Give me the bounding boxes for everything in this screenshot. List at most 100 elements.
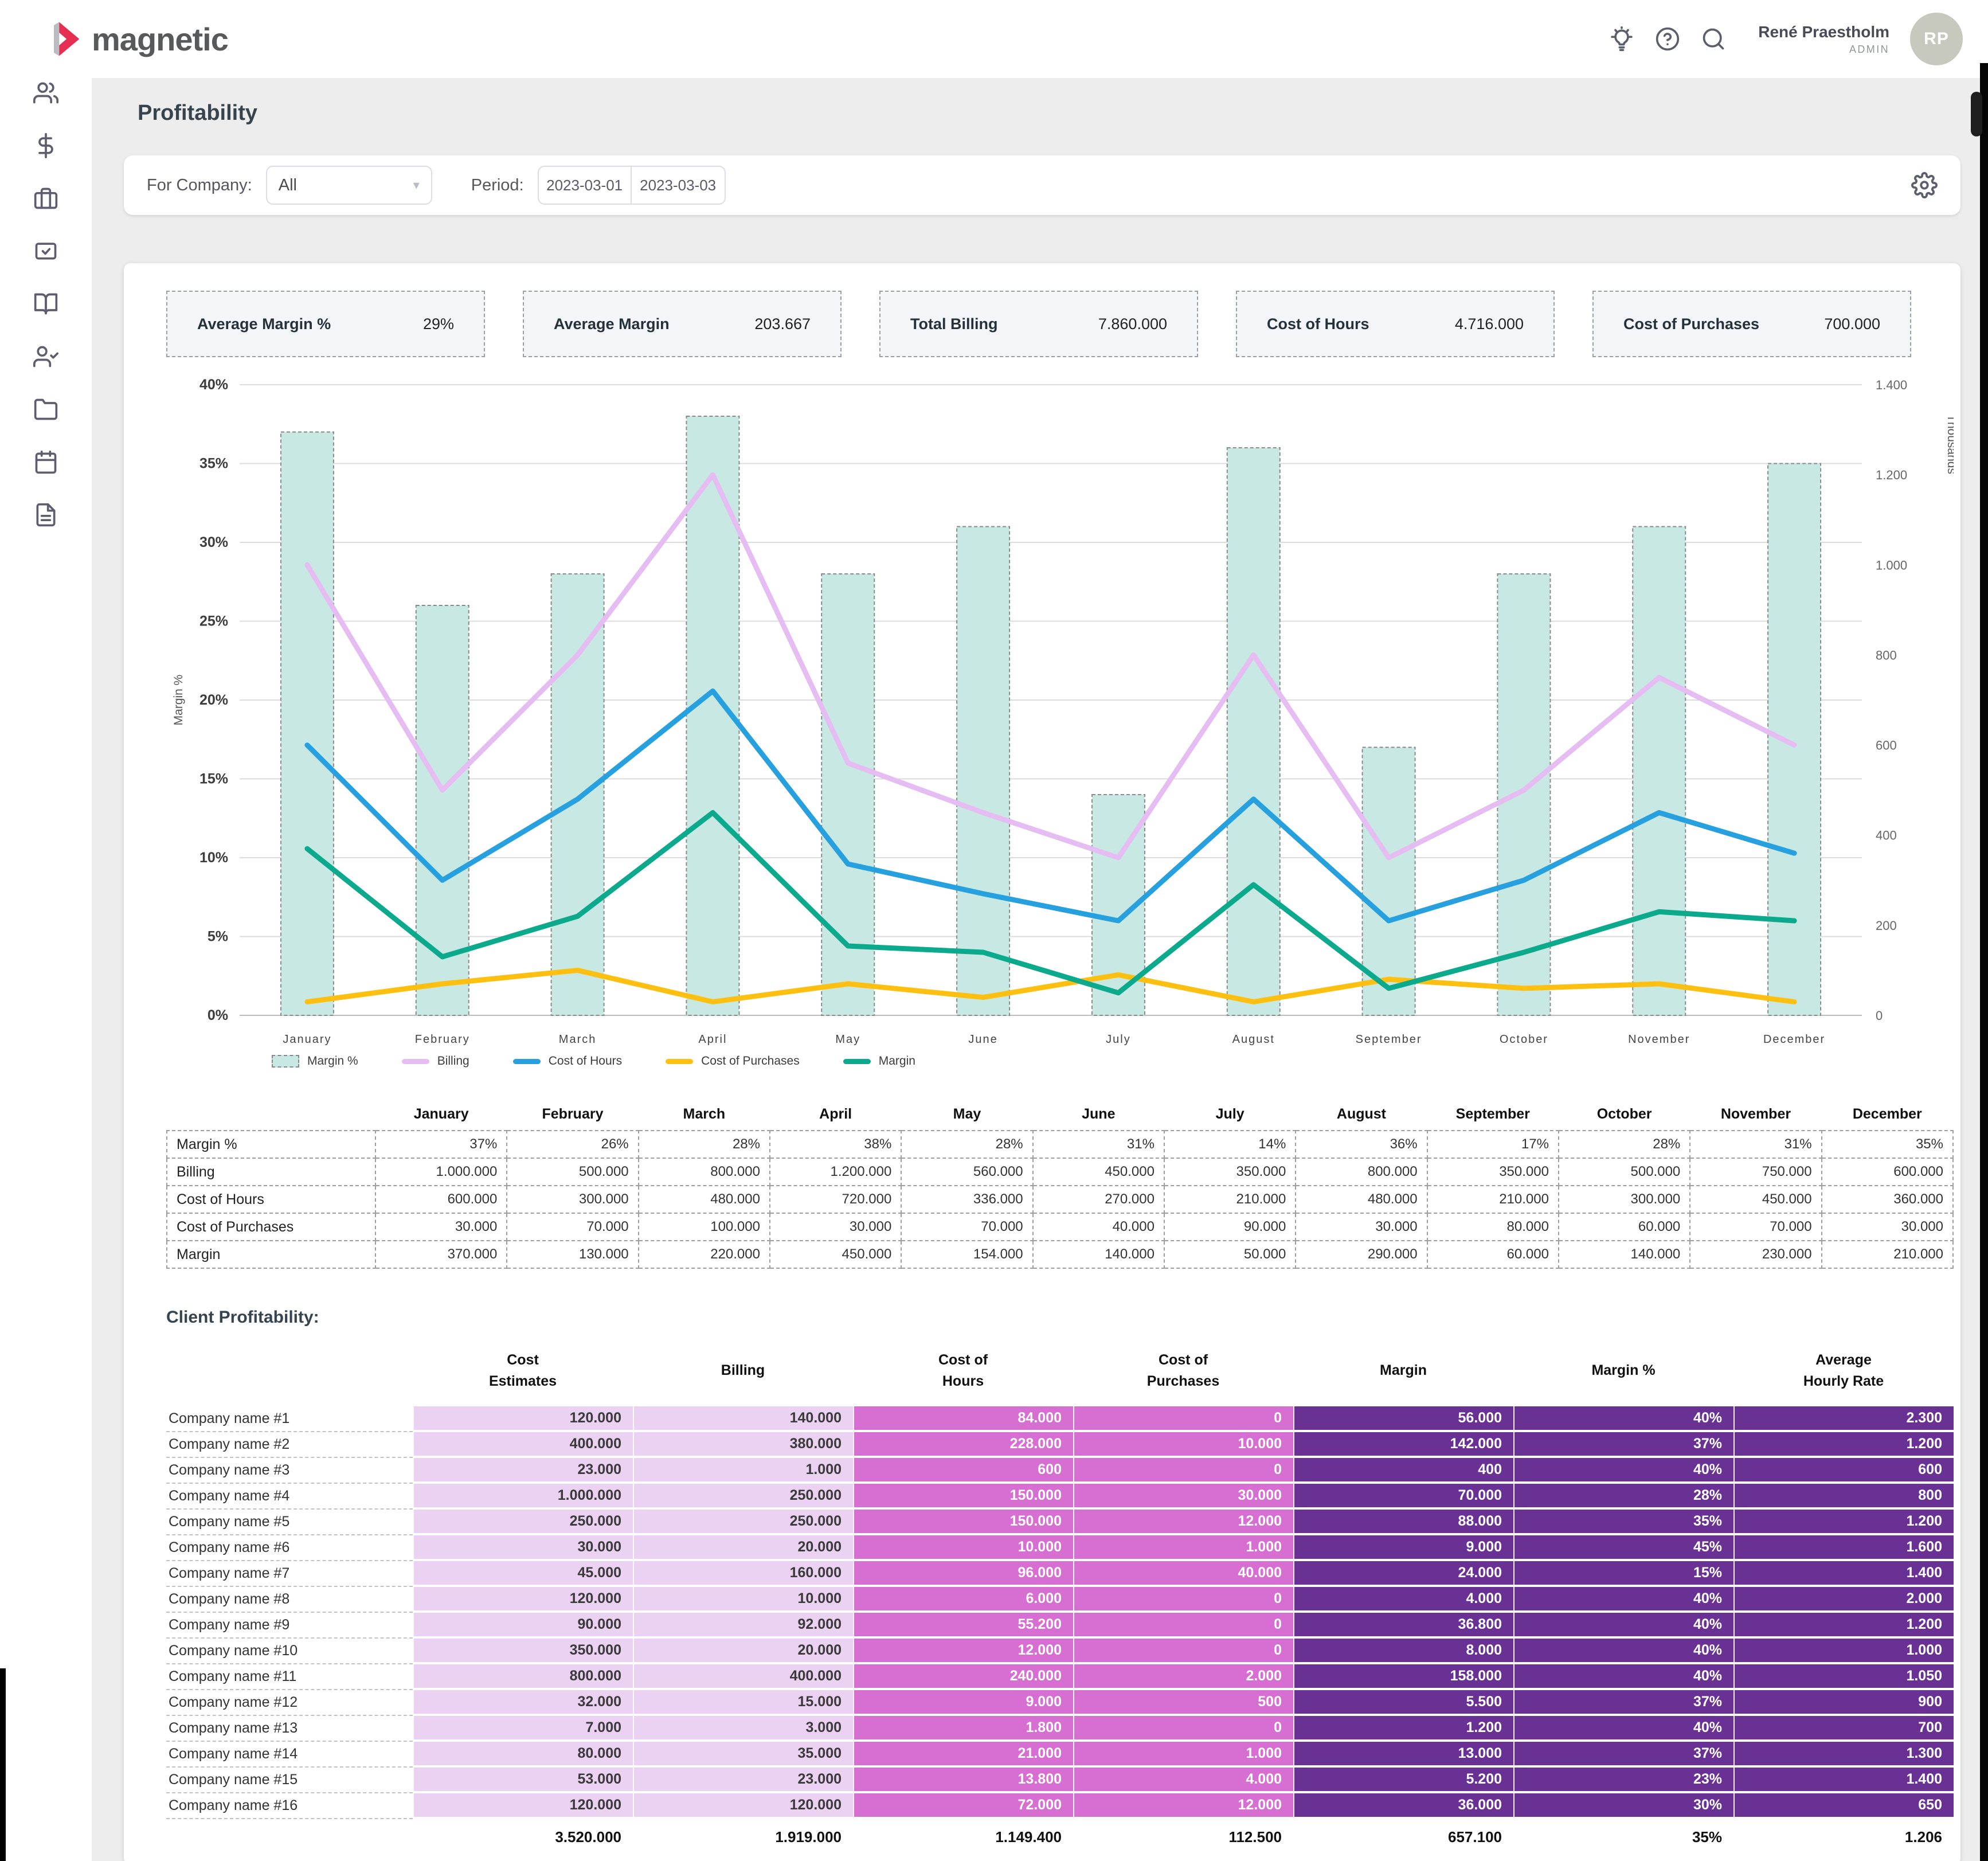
client-cell: 600: [1733, 1458, 1954, 1484]
client-cell: 1.800: [853, 1716, 1073, 1742]
calendar-icon[interactable]: [33, 449, 58, 475]
svg-text:January: January: [283, 1033, 331, 1046]
client-row: Company name #9 90.000 92.000 55.200 0 36.800…: [166, 1613, 1954, 1639]
lightbulb-icon[interactable]: [1609, 26, 1634, 52]
monthly-cell: 60.000: [1557, 1213, 1691, 1241]
client-cell: 12.000: [1073, 1510, 1293, 1535]
client-cell: 56.000: [1293, 1406, 1513, 1432]
monthly-col-header: May: [953, 1105, 981, 1122]
kpi-value: 700.000: [1824, 315, 1880, 333]
monthly-row: Cost of Purchases 30.000 70.000 100.000 30.0…: [166, 1213, 1954, 1241]
brand-logo[interactable]: magnetic: [54, 21, 229, 58]
legend-swatch: [843, 1058, 871, 1064]
monthly-cell: 500.000: [1557, 1158, 1691, 1186]
client-cell: 250.000: [413, 1510, 633, 1535]
client-cell: 12.000: [1073, 1793, 1293, 1819]
svg-text:40%: 40%: [199, 377, 228, 393]
client-total-cell: 657.100: [1448, 1828, 1502, 1846]
client-cell: 142.000: [1293, 1432, 1513, 1458]
client-cell: 36.000: [1293, 1793, 1513, 1819]
legend-swatch: [272, 1055, 299, 1068]
monthly-cell: 50.000: [1163, 1240, 1297, 1269]
client-cell: 10.000: [1073, 1432, 1293, 1458]
monthly-table: January February March April May June July Augu…: [166, 1098, 1954, 1269]
monthly-row-label: Billing: [166, 1158, 376, 1186]
scrollbar-thumb[interactable]: [1971, 92, 1982, 136]
search-icon[interactable]: [1701, 26, 1726, 52]
monthly-cell: 370.000: [375, 1240, 508, 1269]
legend-swatch: [512, 1058, 541, 1064]
document-icon[interactable]: [33, 502, 58, 527]
monthly-row-label: Margin %: [166, 1130, 376, 1159]
client-cell: 120.000: [413, 1587, 633, 1613]
monthly-cell: 800.000: [637, 1158, 770, 1186]
legend-item: Cost of Hours: [512, 1054, 622, 1068]
client-cell: 1.000: [1073, 1742, 1293, 1768]
monthly-cell: 600.000: [1821, 1158, 1954, 1186]
client-cell: 1.000: [1733, 1639, 1954, 1664]
monthly-col-header: November: [1720, 1105, 1791, 1122]
monthly-col-header: December: [1852, 1105, 1922, 1122]
company-select[interactable]: All ▾: [265, 166, 432, 205]
client-cell: 35%: [1513, 1510, 1733, 1535]
client-cell: 40%: [1513, 1613, 1733, 1639]
svg-text:1.000: 1.000: [1876, 558, 1907, 572]
help-icon[interactable]: [1655, 26, 1680, 52]
client-totals-spacer: [166, 1819, 413, 1846]
client-cell: 88.000: [1293, 1510, 1513, 1535]
client-name: Company name #7: [166, 1561, 413, 1587]
monthly-cell: 1.200.000: [769, 1158, 902, 1186]
kpi-label: Cost of Hours: [1267, 315, 1369, 333]
svg-text:20%: 20%: [199, 692, 228, 708]
sidebar: [0, 0, 92, 1861]
monthly-cell: 31%: [1032, 1130, 1165, 1159]
gear-icon[interactable]: [1911, 172, 1938, 198]
monthly-col-header: September: [1455, 1105, 1530, 1122]
client-cell: 40.000: [1073, 1561, 1293, 1587]
client-row: Company name #10 350.000 20.000 12.000 0 8.00…: [166, 1639, 1954, 1664]
period-from-input[interactable]: 2023-03-01: [537, 166, 632, 205]
monthly-cell: 70.000: [1689, 1213, 1822, 1241]
client-cell: 1.200: [1733, 1613, 1954, 1639]
avatar[interactable]: RP: [1910, 13, 1963, 65]
monthly-cell: 70.000: [506, 1213, 639, 1241]
client-row: Company name #6 30.000 20.000 10.000 1.000 9.…: [166, 1535, 1954, 1561]
tasks-icon[interactable]: [33, 239, 58, 264]
monthly-cell: 270.000: [1032, 1185, 1165, 1214]
client-name: Company name #1: [166, 1406, 413, 1432]
monthly-cell: 28%: [637, 1130, 770, 1159]
client-cell: 96.000: [853, 1561, 1073, 1587]
dollar-icon[interactable]: [33, 133, 58, 158]
briefcase-icon[interactable]: [33, 186, 58, 211]
client-cell: 160.000: [633, 1561, 853, 1587]
kpi-total-billing: Total Billing 7.860.000: [879, 291, 1198, 357]
client-cell: 2.000: [1733, 1587, 1954, 1613]
users-icon[interactable]: [33, 80, 58, 105]
client-name: Company name #10: [166, 1639, 413, 1664]
legend-item: Margin %: [272, 1054, 358, 1068]
folder-icon[interactable]: [33, 397, 58, 422]
client-cell: 40%: [1513, 1587, 1733, 1613]
client-cell: 40%: [1513, 1664, 1733, 1690]
book-icon[interactable]: [33, 291, 58, 316]
monthly-cell: 300.000: [506, 1185, 639, 1214]
client-cell: 1.000: [633, 1458, 853, 1484]
client-cell: 1.200: [1293, 1716, 1513, 1742]
client-cell: 80.000: [413, 1742, 633, 1768]
monthly-cell: 140.000: [1557, 1240, 1691, 1269]
monthly-cell: 14%: [1163, 1130, 1297, 1159]
client-cell: 21.000: [853, 1742, 1073, 1768]
kpi-row: Average Margin % 29% Average Margin 203.…: [166, 291, 1954, 357]
client-cell: 0: [1073, 1716, 1293, 1742]
monthly-cell: 40.000: [1032, 1213, 1165, 1241]
client-cell: 150.000: [853, 1510, 1073, 1535]
client-cell: 700: [1733, 1716, 1954, 1742]
client-cell: 72.000: [853, 1793, 1073, 1819]
report-card: Average Margin % 29% Average Margin 203.…: [124, 263, 1960, 1861]
user-check-icon[interactable]: [33, 344, 58, 369]
client-cell: 1.000: [1073, 1535, 1293, 1561]
period-to-input[interactable]: 2023-03-03: [631, 166, 726, 205]
legend-item: Margin: [843, 1054, 915, 1068]
svg-text:February: February: [415, 1033, 470, 1046]
client-row: Company name #12 32.000 15.000 9.000 500 5.50…: [166, 1690, 1954, 1716]
